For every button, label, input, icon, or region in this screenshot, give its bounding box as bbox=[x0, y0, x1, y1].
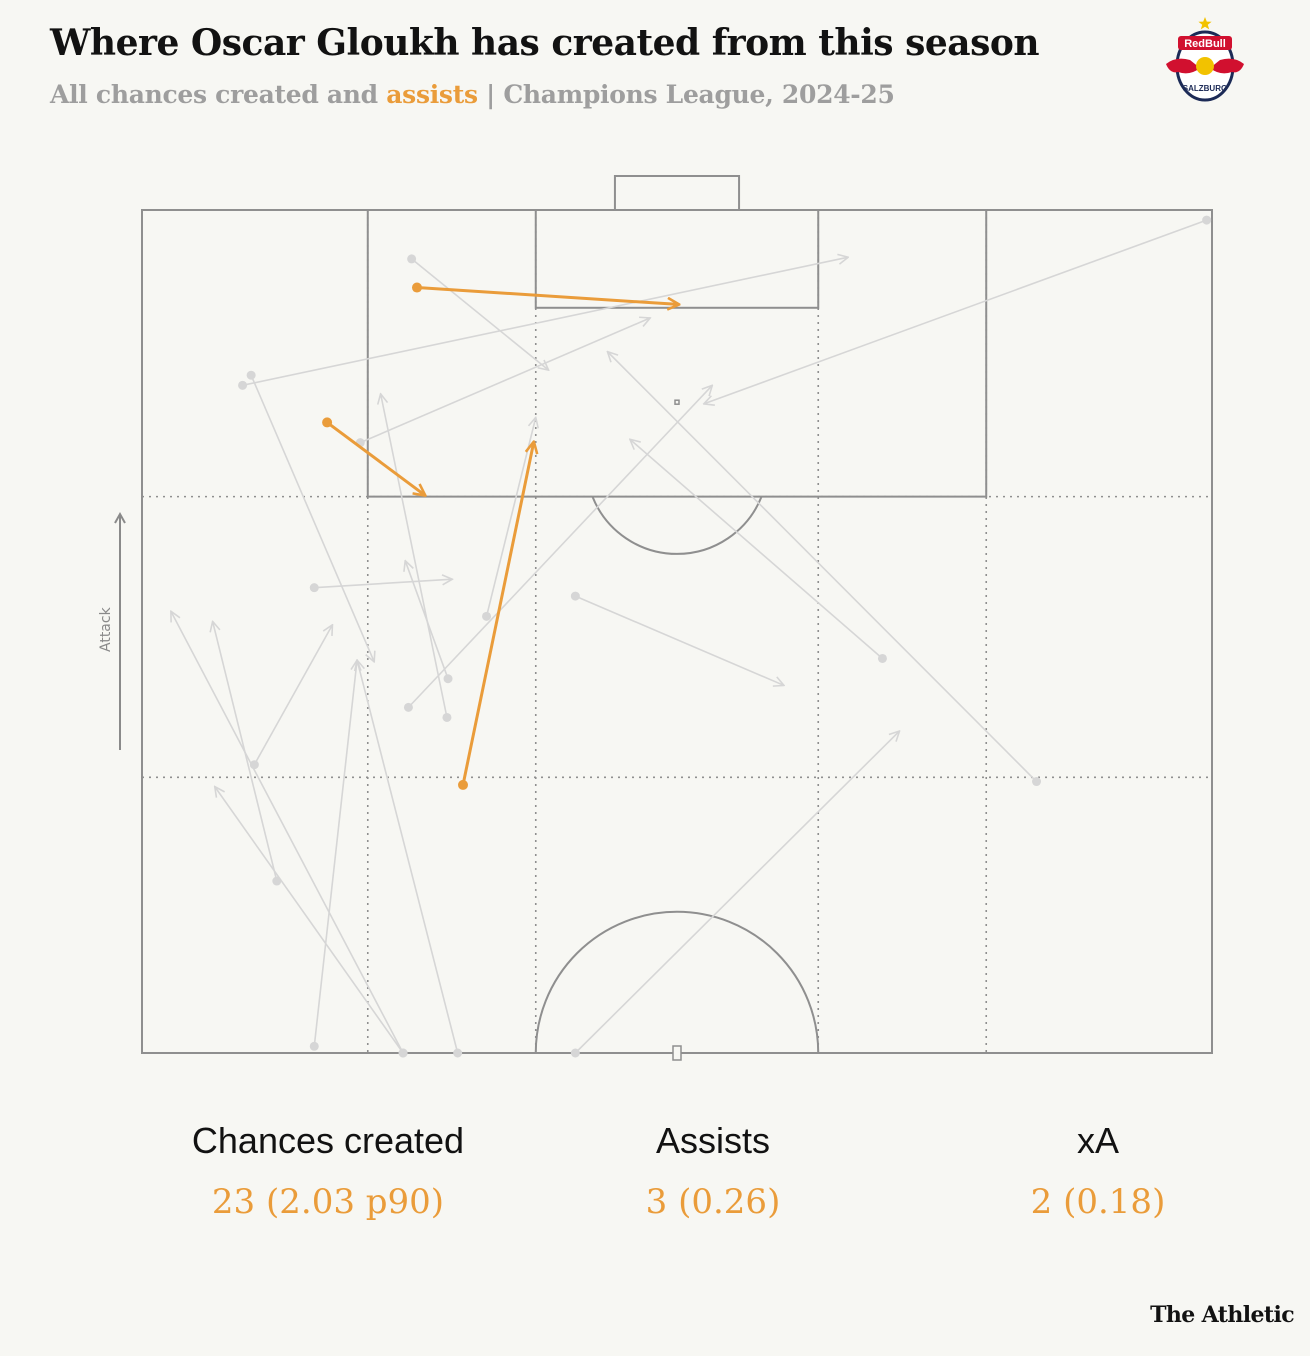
assist-pass-line bbox=[416, 286, 678, 305]
chance-start-point bbox=[309, 583, 319, 593]
assist-pass-line bbox=[326, 421, 424, 494]
chart-subtitle: All chances created and assists | Champi… bbox=[50, 80, 895, 109]
svg-text:SALZBURG: SALZBURG bbox=[1183, 84, 1227, 93]
chance-start-point bbox=[877, 653, 887, 663]
chance-pass-line bbox=[357, 660, 459, 1054]
assist-pass-line bbox=[461, 443, 534, 786]
chance-pass-line bbox=[575, 595, 784, 685]
chances-series bbox=[171, 215, 1212, 1058]
chance-pass-line bbox=[704, 219, 1207, 404]
chance-pass-line bbox=[485, 417, 536, 617]
brand-logo: The Athletic bbox=[1150, 1302, 1295, 1328]
subtitle-prefix: All chances created and bbox=[50, 80, 387, 109]
chance-pass-line bbox=[411, 258, 549, 370]
chance-pass-line bbox=[213, 621, 278, 882]
chance-start-point bbox=[453, 1048, 463, 1058]
chance-start-point bbox=[1032, 777, 1042, 787]
assist-start-point bbox=[411, 282, 422, 293]
svg-text:RedBull: RedBull bbox=[1184, 38, 1226, 50]
stat-chances-created: Chances created 23 (2.03 p90) bbox=[138, 1120, 518, 1222]
chance-start-point bbox=[570, 591, 580, 601]
stat-value: 23 (2.03 p90) bbox=[211, 1182, 445, 1222]
subtitle-highlight: assists bbox=[386, 80, 478, 109]
chance-pass-line bbox=[574, 731, 899, 1054]
chance-pass-line bbox=[313, 660, 357, 1047]
chance-pass-line bbox=[171, 611, 404, 1054]
assist-start-point bbox=[322, 417, 333, 428]
chance-pass-line bbox=[242, 257, 849, 387]
chance-start-point bbox=[272, 876, 282, 886]
stat-label: xA bbox=[1076, 1120, 1119, 1161]
chance-start-point bbox=[407, 254, 417, 264]
chance-start-point bbox=[482, 611, 492, 621]
chance-pass-line bbox=[250, 374, 374, 662]
chance-start-point bbox=[238, 380, 248, 390]
pitch-boundary bbox=[141, 209, 1213, 1054]
assist-start-point bbox=[458, 779, 468, 790]
chance-start-point bbox=[1202, 215, 1212, 225]
chance-pass-line bbox=[630, 439, 883, 660]
goal bbox=[613, 175, 741, 211]
chance-pass-line bbox=[607, 352, 1038, 783]
chance-start-point bbox=[570, 1048, 580, 1058]
chance-start-point bbox=[403, 702, 413, 712]
chance-start-point bbox=[246, 370, 256, 380]
stat-label: Assists bbox=[655, 1120, 770, 1161]
chance-pass-line bbox=[253, 625, 332, 766]
stat-label: Chances created bbox=[191, 1120, 465, 1161]
centre-circle bbox=[534, 910, 820, 1054]
subtitle-suffix: | Champions League, 2024-25 bbox=[477, 80, 895, 109]
chart-title: Where Oscar Gloukh has created from this… bbox=[50, 22, 1040, 64]
penalty-spot bbox=[674, 399, 680, 405]
attack-arrow-icon bbox=[114, 511, 126, 750]
chance-pass-line bbox=[405, 561, 449, 679]
stat-xa: xA 2 (0.18) bbox=[908, 1120, 1288, 1222]
chance-start-point bbox=[443, 674, 453, 684]
pitch-chart bbox=[141, 175, 1213, 1061]
pitch-markings bbox=[141, 175, 1213, 1061]
stat-value: 2 (0.18) bbox=[1030, 1182, 1166, 1222]
chance-start-point bbox=[442, 712, 452, 722]
penalty-area bbox=[366, 209, 988, 498]
centre-spot bbox=[672, 1045, 682, 1061]
chance-start-point bbox=[398, 1048, 408, 1058]
stat-value: 3 (0.26) bbox=[645, 1182, 781, 1222]
assists-series bbox=[322, 282, 678, 790]
chance-pass-line bbox=[314, 579, 452, 589]
stat-assists: Assists 3 (0.26) bbox=[523, 1120, 903, 1222]
chance-pass-line bbox=[381, 394, 448, 718]
attack-label: Attack bbox=[98, 607, 114, 652]
chance-start-point bbox=[309, 1041, 319, 1051]
club-crest-logo: RedBull SALZBURG bbox=[1166, 17, 1244, 102]
chance-pass-line bbox=[359, 318, 650, 444]
chance-pass-line bbox=[215, 787, 404, 1054]
chance-pass-line bbox=[407, 385, 712, 708]
penalty-arc bbox=[591, 496, 763, 555]
